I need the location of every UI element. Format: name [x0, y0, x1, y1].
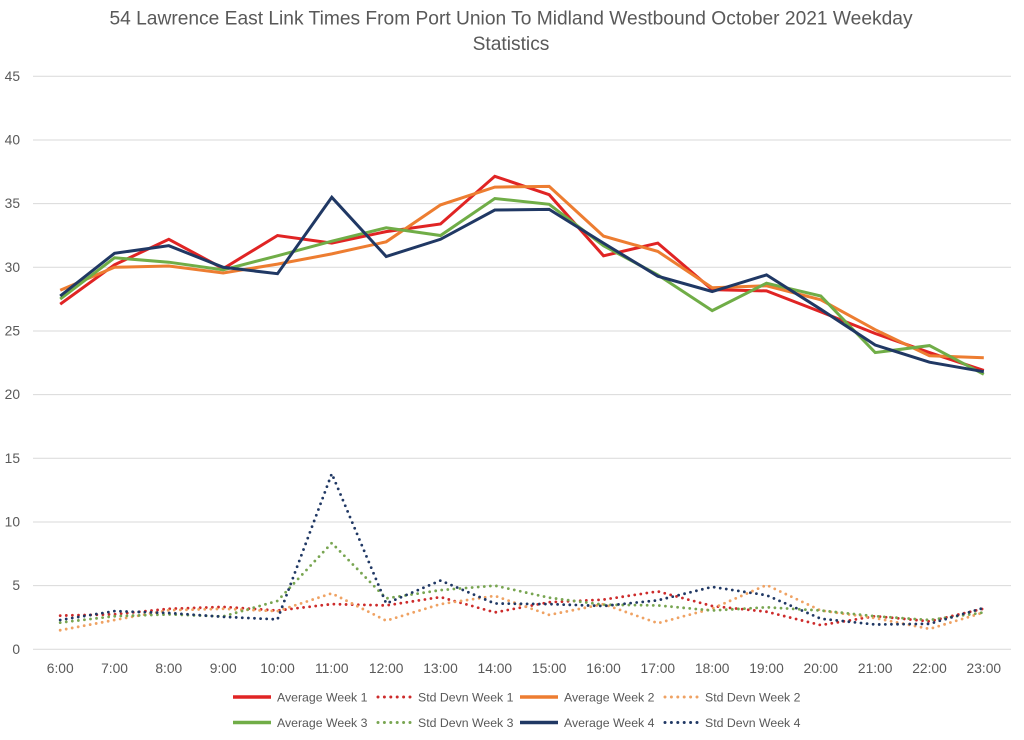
svg-text:15:00: 15:00 [532, 661, 567, 676]
svg-text:17:00: 17:00 [641, 661, 676, 676]
svg-text:20:00: 20:00 [804, 661, 839, 676]
svg-text:9:00: 9:00 [210, 661, 237, 676]
svg-text:45: 45 [5, 69, 21, 84]
svg-text:13:00: 13:00 [423, 661, 458, 676]
svg-text:22:00: 22:00 [912, 661, 947, 676]
svg-text:21:00: 21:00 [858, 661, 893, 676]
svg-text:0: 0 [12, 642, 20, 657]
svg-text:54 Lawrence East Link Times Fr: 54 Lawrence East Link Times From Port Un… [109, 8, 912, 29]
svg-text:25: 25 [5, 324, 21, 339]
svg-text:10:00: 10:00 [260, 661, 295, 676]
svg-text:Average Week 3: Average Week 3 [277, 716, 368, 730]
svg-text:20: 20 [5, 387, 21, 402]
svg-text:19:00: 19:00 [749, 661, 784, 676]
svg-text:Std Devn Week 4: Std Devn Week 4 [705, 716, 801, 730]
svg-text:14:00: 14:00 [478, 661, 513, 676]
svg-text:Average Week 2: Average Week 2 [564, 691, 655, 705]
svg-text:5: 5 [12, 578, 20, 593]
svg-text:35: 35 [5, 196, 21, 211]
svg-text:Average Week 4: Average Week 4 [564, 716, 655, 730]
svg-text:18:00: 18:00 [695, 661, 730, 676]
svg-text:10: 10 [5, 515, 21, 530]
svg-text:11:00: 11:00 [315, 661, 349, 676]
svg-text:15: 15 [5, 451, 21, 466]
svg-text:7:00: 7:00 [101, 661, 128, 676]
svg-text:16:00: 16:00 [586, 661, 621, 676]
svg-text:Std Devn Week 1: Std Devn Week 1 [418, 691, 514, 705]
svg-text:23:00: 23:00 [967, 661, 1002, 676]
svg-text:40: 40 [5, 133, 21, 148]
svg-text:Std Devn Week 2: Std Devn Week 2 [705, 691, 801, 705]
svg-text:12:00: 12:00 [369, 661, 404, 676]
svg-text:30: 30 [5, 260, 21, 275]
svg-text:8:00: 8:00 [155, 661, 182, 676]
svg-text:Statistics: Statistics [473, 34, 550, 55]
svg-text:6:00: 6:00 [47, 661, 74, 676]
svg-text:Average Week 1: Average Week 1 [277, 691, 368, 705]
svg-text:Std Devn Week 3: Std Devn Week 3 [418, 716, 514, 730]
